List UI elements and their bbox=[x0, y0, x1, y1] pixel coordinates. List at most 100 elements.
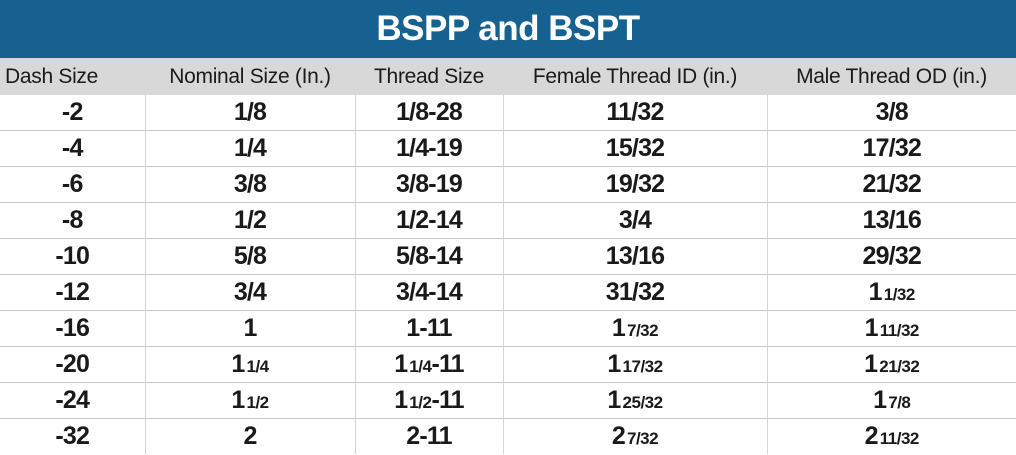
table-cell: -16 bbox=[0, 310, 145, 347]
table-cell: 31/32 bbox=[502, 274, 767, 311]
table-header: Dash Size Nominal Size (In.) Thread Size Fe… bbox=[0, 58, 1016, 95]
table-cell: -32 bbox=[0, 418, 145, 454]
table-cell: -24 bbox=[0, 382, 145, 419]
table-cell: 19/32 bbox=[502, 166, 767, 203]
table-cell: 1 7/8 bbox=[766, 382, 1016, 419]
title-bar: BSPP and BSPT bbox=[0, 0, 1016, 58]
table-cell: 2-11 bbox=[354, 418, 503, 454]
table-cell: 1/4 bbox=[144, 130, 355, 167]
table-cell: -12 bbox=[0, 274, 145, 311]
table-cell: 1 17/32 bbox=[502, 346, 767, 383]
column-header: Thread Size bbox=[355, 58, 503, 95]
table-cell: 1/2 bbox=[144, 202, 355, 239]
table-cell: 1/2-14 bbox=[354, 202, 503, 239]
column-header: Male Thread OD (in.) bbox=[767, 58, 1016, 95]
table-cell: -2 bbox=[61, 98, 83, 126]
table-cell: 1 11/32 bbox=[766, 310, 1016, 347]
whole-number: 1 bbox=[611, 314, 626, 342]
table-cell: 1-11 bbox=[354, 310, 503, 347]
fraction-part: 1/4 bbox=[409, 357, 432, 376]
fraction-part: 7/32 bbox=[627, 429, 659, 448]
table-row: -12 3/4 3/4-14 31/32 1 1/32 bbox=[0, 274, 1016, 311]
table-cell: 2 7/32 bbox=[502, 418, 767, 454]
header-row: Dash Size Nominal Size (In.) Thread Size Fe… bbox=[0, 58, 1016, 95]
table-cell: 1 21/32 bbox=[766, 346, 1016, 383]
table-cell: 2 11/32 bbox=[766, 418, 1016, 454]
table-cell: 1 1/4 bbox=[144, 346, 355, 383]
table-cell: 17/32 bbox=[766, 130, 1016, 167]
table-cell: 3/4 bbox=[502, 202, 767, 239]
table-row: -2 1/8 1/8-28 11/32 3/8 bbox=[0, 95, 1016, 131]
table-cell: -8 bbox=[0, 202, 145, 239]
table-cell: 3/4-14 bbox=[354, 274, 503, 311]
whole-number: 2 bbox=[611, 422, 626, 450]
table-row: -6 3/8 3/8-19 19/32 21/32 bbox=[0, 166, 1016, 203]
table-cell: 3/8 bbox=[144, 166, 355, 203]
table-cell: 3/8-19 bbox=[354, 166, 503, 203]
fraction-part: 11/32 bbox=[879, 429, 920, 448]
table-cell: 1 bbox=[144, 310, 355, 347]
thread-pitch-suffix: -11 bbox=[431, 350, 464, 378]
table-cell: 29/32 bbox=[766, 238, 1016, 275]
column-header: Dash Size bbox=[0, 58, 145, 95]
table-cell: 5/8 bbox=[144, 238, 355, 275]
table-cell: 1 1/4-11 bbox=[354, 346, 503, 383]
whole-number: 1 bbox=[607, 386, 621, 414]
table-cell: 1 1/2-11 bbox=[354, 382, 503, 419]
fraction-part: 1/2 bbox=[409, 393, 432, 412]
thread-pitch-suffix: -11 bbox=[431, 386, 464, 414]
column-header: Nominal Size (In.) bbox=[145, 58, 355, 95]
fraction-part: 17/32 bbox=[622, 357, 664, 376]
table-cell: 11/32 bbox=[502, 95, 767, 131]
table-row: -32 2 2-11 2 7/32 2 11/32 bbox=[0, 418, 1016, 454]
whole-number: 1 bbox=[873, 386, 887, 414]
whole-number: 1 bbox=[868, 278, 883, 306]
table-cell: 1/8-28 bbox=[354, 95, 503, 131]
table-cell: 2 bbox=[144, 418, 355, 454]
fraction-part: 1/2 bbox=[246, 393, 269, 412]
table-cell: -10 bbox=[0, 238, 145, 275]
whole-number: 1 bbox=[607, 350, 621, 378]
table-cell: 3/4 bbox=[144, 274, 355, 311]
fraction-part: 1/32 bbox=[883, 285, 916, 304]
fraction-part: 11/32 bbox=[879, 321, 920, 340]
table-cell: 5/8-14 bbox=[354, 238, 503, 275]
table-cell: 1 1/2 bbox=[144, 382, 355, 419]
table-body: -2 1/8 1/8-28 11/32 3/8 -4 1/4 1/4-19 15/32 17/32… bbox=[0, 95, 1016, 454]
table-cell: 13/16 bbox=[766, 202, 1016, 239]
table-row: -10 5/8 5/8-14 13/16 29/32 bbox=[0, 238, 1016, 275]
table-row: -20 1 1/4 1 1/4-11 1 17/32 1 21/32 bbox=[0, 346, 1016, 383]
whole-number: 2 bbox=[864, 422, 879, 450]
whole-number: 1 bbox=[864, 314, 879, 342]
fraction-part: 7/32 bbox=[627, 321, 659, 340]
fraction-part: 7/8 bbox=[888, 393, 911, 412]
whole-number: 1 bbox=[394, 350, 408, 378]
table-row: -4 1/4 1/4-19 15/32 17/32 bbox=[0, 130, 1016, 167]
table-cell: 1/4-19 bbox=[354, 130, 503, 167]
table-cell: -20 bbox=[0, 346, 145, 383]
table-cell: 1/8 bbox=[144, 95, 355, 131]
column-header: Female Thread ID (in.) bbox=[503, 58, 767, 95]
page-title: BSPP and BSPT bbox=[376, 9, 640, 48]
whole-number: 1 bbox=[864, 350, 878, 378]
fraction-part: 1/4 bbox=[246, 357, 269, 376]
whole-number: 1 bbox=[394, 386, 408, 414]
table-row: -16 1 1-11 1 7/32 1 11/32 bbox=[0, 310, 1016, 347]
table-cell: 13/16 bbox=[502, 238, 767, 275]
fraction-part: 21/32 bbox=[879, 357, 920, 376]
table-row: -24 1 1/2 1 1/2-11 1 25/32 1 7/8 bbox=[0, 382, 1016, 419]
table-cell: -4 bbox=[0, 130, 145, 167]
whole-number: 1 bbox=[231, 386, 245, 414]
table-cell: -6 bbox=[0, 166, 145, 203]
whole-number: 1 bbox=[231, 350, 245, 378]
fraction-part: 25/32 bbox=[622, 393, 664, 412]
table-row: -8 1/2 1/2-14 3/4 13/16 bbox=[0, 202, 1016, 239]
table-cell: 3/8 bbox=[766, 95, 1016, 131]
table-cell: 21/32 bbox=[766, 166, 1016, 203]
thread-size-table: Dash Size Nominal Size (In.) Thread Size Fe… bbox=[0, 58, 1016, 454]
table-cell: 15/32 bbox=[502, 130, 767, 167]
table-cell: 1 25/32 bbox=[502, 382, 767, 419]
